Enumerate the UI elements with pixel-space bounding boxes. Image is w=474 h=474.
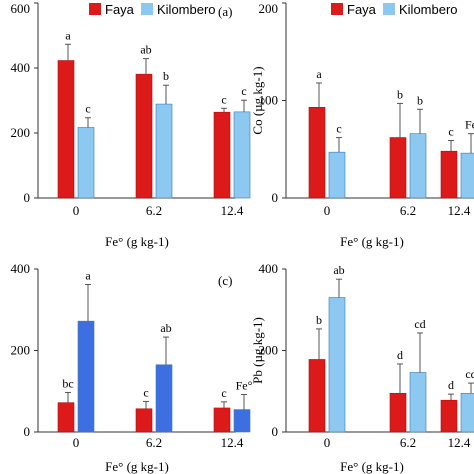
bar [389,137,407,199]
legend-swatch-faya [331,3,343,15]
y-axis-label: Pb (µg kg-1) [250,317,265,384]
bar [77,320,95,433]
x-tick-label: 12.4 [221,203,244,218]
x-axis-label: Fe° (g kg-1) [340,459,404,474]
x-tick-label: 0 [324,435,331,450]
legend: Faya Kilombero [89,2,216,17]
x-tick-label: 12.4 [448,435,471,450]
y-tick-label: 600 [11,1,31,16]
bar [460,152,474,199]
panel-label: (c) [218,273,232,288]
significance-letter: bc [62,376,73,390]
bar [135,408,153,433]
legend-label-faya: Faya [347,2,377,17]
bar [409,372,427,433]
x-tick-label: 0 [73,435,80,450]
y-tick-label: 0 [272,190,279,205]
y-tick-label: 400 [11,60,31,75]
panel-label: (a) [218,4,232,19]
y-tick-label: 0 [24,190,31,205]
bar [308,359,326,433]
x-tick-label: 12.4 [448,203,471,218]
bar [409,133,427,199]
significance-letter: a [316,67,322,81]
significance-letter: a [85,268,91,282]
significance-letter: c [143,385,148,399]
legend-swatch-kilombero [383,3,395,15]
significance-letter: b [397,87,403,101]
bar [460,392,474,433]
bar [155,364,173,433]
legend-swatch-faya [89,3,101,15]
significance-letter: b [316,313,322,327]
significance-letter: c [336,122,341,136]
significance-letter: cd [465,367,474,381]
legend-label-faya: Faya [105,2,135,17]
significance-letter: d [448,378,454,392]
y-tick-label: 400 [11,261,31,276]
y-tick-label: 200 [259,343,279,358]
bar [328,151,346,199]
bar [57,60,75,199]
bar [213,407,231,433]
y-tick-label: 100 [259,93,279,108]
significance-letter: d [397,348,403,362]
x-tick-label: 6.2 [400,435,416,450]
legend-label-kilombero: Kilombero [399,2,458,17]
x-tick-label: 0 [73,203,80,218]
y-tick-label: 200 [11,343,31,358]
bar [155,103,173,199]
x-axis-label: Fe° (g kg-1) [105,459,169,474]
chart-panel: 0 200 400 600 0 a c 6.2 abb 12.4 c c Fe° (g kg-1) (a) [11,1,251,249]
significance-letter: b [417,93,423,107]
bar [308,107,326,199]
x-tick-label: 6.2 [400,203,416,218]
bar [440,150,458,199]
legend-swatch-kilombero [141,3,153,15]
bar [328,297,346,433]
x-tick-label: 12.4 [221,435,244,450]
chart-panel: 0 100 200 0 a c 6.2 bb 12.4 c Fe Fe° (g kg-1) Co (µg… [250,1,474,249]
significance-letter: a [65,28,71,42]
legend-label-kilombero: Kilombero [157,2,216,17]
y-tick-label: 200 [259,1,279,16]
significance-letter: ab [160,321,171,335]
y-tick-label: 0 [24,424,31,439]
y-axis-label: Co (µg kg-1) [250,66,265,134]
y-tick-label: 0 [272,424,279,439]
x-tick-label: 6.2 [146,203,162,218]
significance-letter: b [163,69,169,83]
bar [77,127,95,199]
significance-letter: cd [414,317,425,331]
significance-letter: c [221,386,226,400]
significance-letter: c [85,102,90,116]
x-axis-label: Fe° (g kg-1) [340,234,404,249]
bar [213,111,231,199]
bar [233,409,251,433]
significance-letter: Fe° [236,379,253,393]
x-tick-label: 0 [324,203,331,218]
significance-letter: c [448,124,453,138]
x-tick-label: 6.2 [146,435,162,450]
bar [57,402,75,433]
bar [440,399,458,433]
bar [389,392,407,433]
bar [233,111,251,199]
significance-letter: ab [140,43,151,57]
y-tick-label: 400 [259,261,279,276]
significance-letter: c [241,84,246,98]
x-axis-label: Fe° (g kg-1) [105,234,169,249]
significance-letter: c [221,92,226,106]
legend: Faya Kilombero [331,2,458,17]
significance-letter: Fe [465,118,474,132]
chart-panel: 0 200 400 0 bc a 6.2 c ab 12.4 c Fe° Fe° (g kg-1) (c) [11,261,253,474]
bar [135,73,153,199]
y-tick-label: 200 [11,125,31,140]
significance-letter: ab [333,263,344,277]
